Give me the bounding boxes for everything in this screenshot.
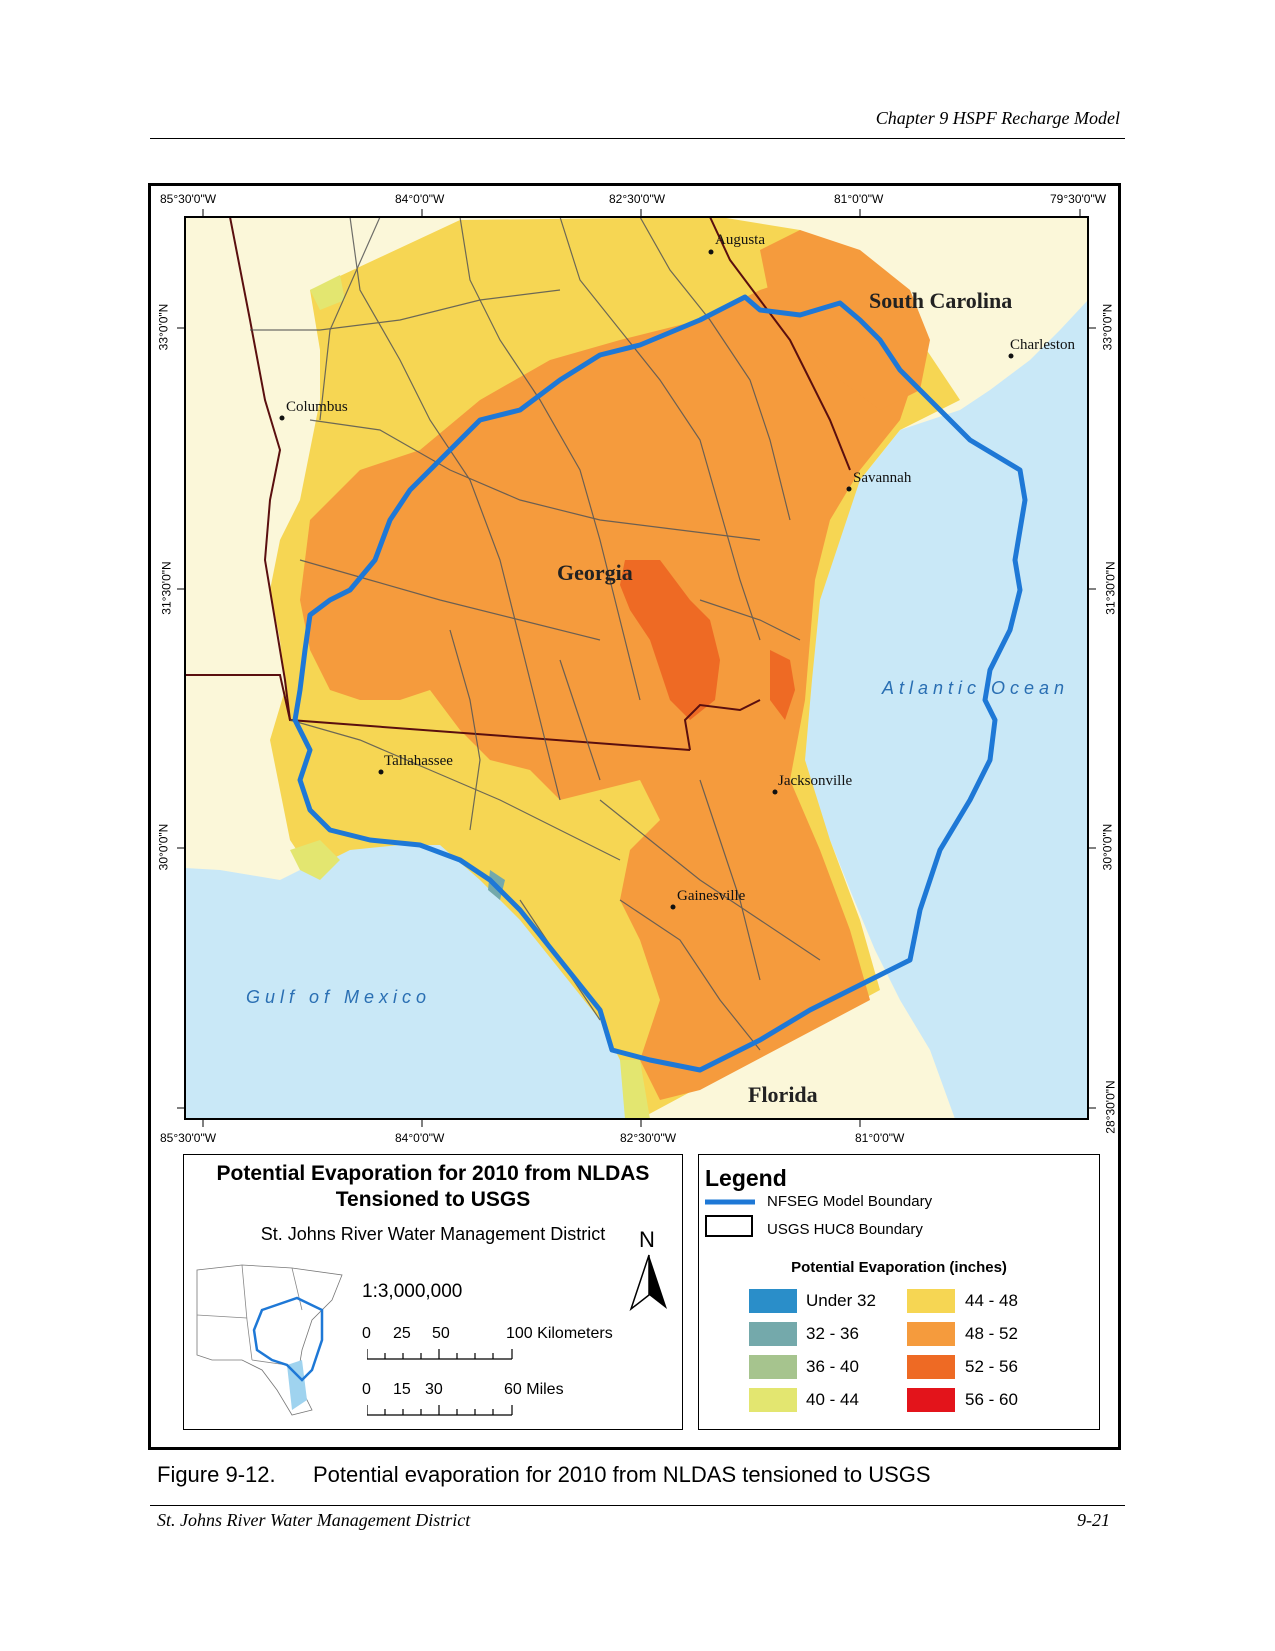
scale-bar-km xyxy=(367,1349,513,1360)
pe-zone-40-44-nw xyxy=(310,275,345,310)
tick-top: 82°30'0"W xyxy=(609,192,666,206)
legend-pe-title: Potential Evaporation (inches) xyxy=(791,1259,1007,1276)
legend-line-label: NFSEG Model Boundary xyxy=(767,1193,933,1210)
tick-bottom: 82°30'0"W xyxy=(620,1131,677,1145)
tick-left: 31°30'0"N xyxy=(159,561,174,615)
page-number: 9-21 xyxy=(1077,1510,1110,1530)
legend-class-label: 32 - 36 xyxy=(806,1324,859,1343)
inset-locator-map xyxy=(196,1264,343,1416)
legend-swatch xyxy=(907,1322,955,1346)
tick-top: 79°30'0"W xyxy=(1050,192,1107,206)
legend-swatch xyxy=(907,1388,955,1412)
footer-organization: St. Johns River Water Management Distric… xyxy=(157,1510,471,1530)
tick-marks xyxy=(177,209,1096,1127)
tick-right: 28°30'0"N xyxy=(1103,1080,1118,1134)
city-label-columbus: Columbus xyxy=(286,399,348,415)
header-rule xyxy=(150,138,1125,139)
legend-title: Legend xyxy=(705,1165,787,1191)
north-label: N xyxy=(639,1227,655,1252)
state-label-georgia: Georgia xyxy=(557,560,633,585)
figure-caption: Figure 9-12. Potential evaporation for 20… xyxy=(157,1462,931,1488)
legend-swatch xyxy=(749,1322,797,1346)
state-line-stmarys xyxy=(683,699,761,751)
footer-rule xyxy=(150,1505,1125,1506)
scale-km-label: 50 xyxy=(432,1325,450,1342)
city-label-savannah: Savannah xyxy=(853,470,912,486)
pe-zone-48-52-sc xyxy=(760,230,930,410)
map-title: Potential Evaporation for 2010 from NLDA… xyxy=(216,1162,650,1211)
legend-huc8-swatch xyxy=(705,1215,753,1237)
legend-swatch xyxy=(907,1355,955,1379)
legend-class-label: 44 - 48 xyxy=(965,1291,1018,1310)
pe-zone-40-44-fl xyxy=(620,1060,650,1119)
legend-class-label: 52 - 56 xyxy=(965,1357,1018,1376)
scale-km-label: 25 xyxy=(393,1325,411,1342)
figure-caption-text: Potential evaporation for 2010 from NLDA… xyxy=(313,1462,931,1487)
water-label-atlantic: Atlantic Ocean xyxy=(882,678,1070,698)
pe-zone-48-52 xyxy=(300,270,920,1100)
tick-top: 85°30'0"W xyxy=(160,192,217,206)
legend-class-label: Under 32 xyxy=(806,1291,876,1310)
city-label-charleston: Charleston xyxy=(1010,337,1075,353)
huc8-boundaries xyxy=(250,217,821,1051)
legend-line-label: USGS HUC8 Boundary xyxy=(767,1221,923,1238)
title-box: Potential Evaporation for 2010 from NLDA… xyxy=(183,1154,683,1430)
legend-box: Legend NFSEG Model Boundary USGS HUC8 Bo… xyxy=(698,1154,1100,1430)
scale-mile-label: 30 xyxy=(425,1381,443,1398)
state-line-al-ga xyxy=(229,217,291,721)
water-label-gulf: Gulf of Mexico xyxy=(246,987,432,1007)
figure-number: Figure 9-12. xyxy=(157,1462,276,1487)
state-line-ga-sc xyxy=(709,217,851,471)
organization-name: St. Johns River Water Management Distric… xyxy=(260,1224,606,1244)
state-line-fl-ga xyxy=(185,674,691,751)
city-dots xyxy=(279,249,1014,910)
legend-class-label: 56 - 60 xyxy=(965,1390,1018,1409)
tick-bottom: 81°0'0"W xyxy=(855,1131,905,1145)
pe-zone-52-56-coast xyxy=(770,650,795,720)
city-label-jacksonville: Jacksonville xyxy=(778,773,853,789)
north-arrow-icon xyxy=(629,1254,667,1312)
legend-swatch xyxy=(749,1388,797,1412)
scale-mile-label: 15 xyxy=(393,1381,411,1398)
legend-class-label: 36 - 40 xyxy=(806,1357,859,1376)
tick-left: 30°0'0"N xyxy=(156,823,171,871)
map-neatline xyxy=(184,216,1089,1120)
nfseg-model-boundary xyxy=(292,294,1028,1073)
tick-bottom: 85°30'0"W xyxy=(160,1131,217,1145)
tick-bottom: 84°0'0"W xyxy=(395,1131,445,1145)
tick-top: 84°0'0"W xyxy=(395,192,445,206)
city-label-gainesville: Gainesville xyxy=(677,888,746,904)
tick-left: 33°0'0"N xyxy=(156,303,171,351)
tick-top: 81°0'0"W xyxy=(834,192,884,206)
city-label-augusta: Augusta xyxy=(715,232,765,248)
scale-mile-label: 60 Miles xyxy=(504,1381,564,1398)
tick-right: 33°0'0"N xyxy=(1100,303,1115,351)
city-label-tallahassee: Tallahassee xyxy=(384,753,453,769)
figure-frame xyxy=(148,183,1121,1450)
legend-line-nfseg xyxy=(705,1199,755,1205)
scale-bar-miles xyxy=(367,1405,513,1416)
chapter-title: Chapter 9 HSPF Recharge Model xyxy=(875,108,1120,128)
legend-class-label: 48 - 52 xyxy=(965,1324,1018,1343)
scale-km-label: 0 xyxy=(362,1325,371,1342)
pe-zone-40-44 xyxy=(290,840,340,880)
tick-right: 30°0'0"N xyxy=(1100,823,1115,871)
legend-swatch xyxy=(749,1289,797,1313)
scale-km-label: 100 Kilometers xyxy=(506,1325,613,1342)
legend-swatch xyxy=(907,1289,955,1313)
scale-ratio: 1:3,000,000 xyxy=(362,1281,463,1302)
legend-swatch xyxy=(749,1355,797,1379)
state-label-south-carolina: South Carolina xyxy=(869,288,1013,313)
state-label-florida: Florida xyxy=(748,1082,818,1107)
scale-mile-label: 0 xyxy=(362,1381,371,1398)
tick-right: 31°30'0"N xyxy=(1103,561,1118,615)
map xyxy=(177,209,1096,1127)
pe-zone-52-56 xyxy=(620,560,720,720)
legend-class-label: 40 - 44 xyxy=(806,1390,859,1409)
